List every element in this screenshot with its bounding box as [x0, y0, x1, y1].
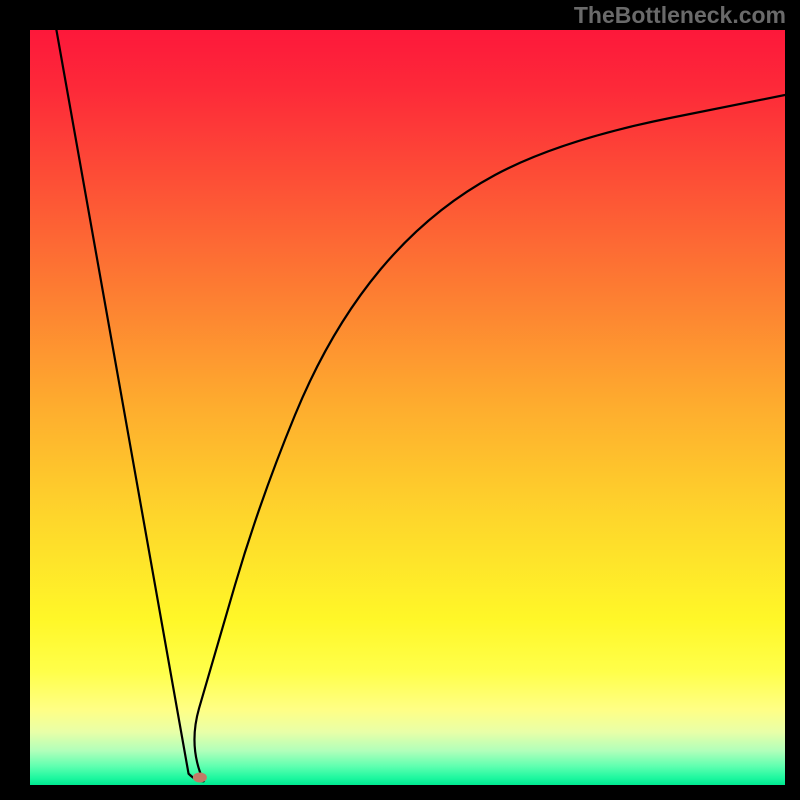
- watermark-text: TheBottleneck.com: [574, 2, 786, 29]
- frame-bottom: [0, 785, 800, 800]
- optimal-point-marker: [193, 772, 207, 782]
- bottleneck-chart: [30, 30, 785, 785]
- frame-right: [785, 0, 800, 800]
- frame-left: [0, 0, 30, 800]
- chart-background-gradient: [30, 30, 785, 785]
